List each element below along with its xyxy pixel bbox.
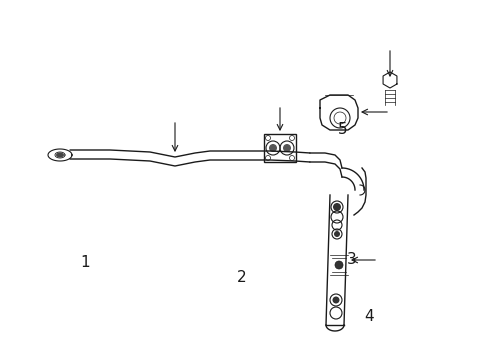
Text: 1: 1	[81, 255, 90, 270]
Circle shape	[332, 203, 340, 211]
Circle shape	[333, 231, 339, 237]
Ellipse shape	[56, 153, 64, 158]
Circle shape	[334, 261, 342, 269]
Circle shape	[332, 297, 339, 303]
Text: 3: 3	[346, 252, 356, 267]
Text: 4: 4	[364, 309, 373, 324]
Circle shape	[283, 144, 290, 152]
Bar	[264, 134, 295, 162]
Text: 2: 2	[237, 270, 246, 285]
Circle shape	[268, 144, 276, 152]
Text: 5: 5	[337, 122, 346, 137]
